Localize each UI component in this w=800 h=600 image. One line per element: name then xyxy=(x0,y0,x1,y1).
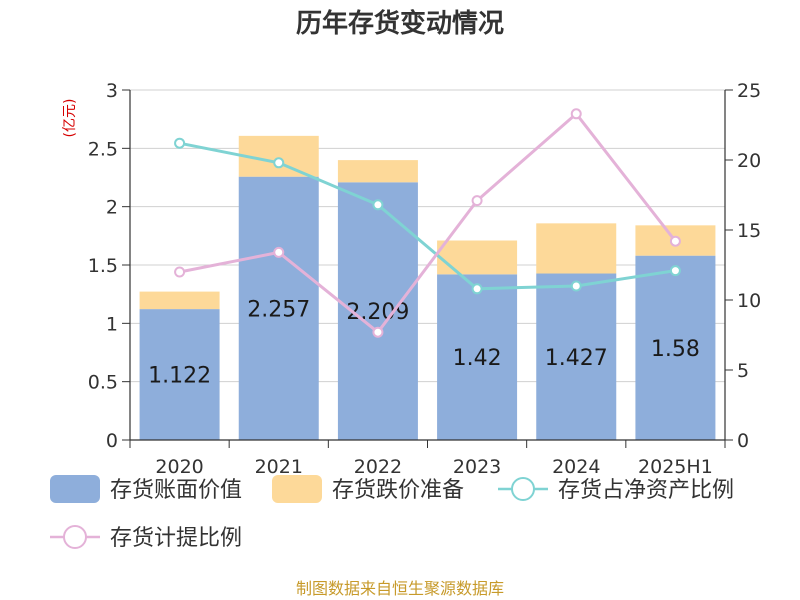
x-tick-label: 2022 xyxy=(354,456,402,478)
line-point xyxy=(570,108,582,120)
x-tick-label: 2020 xyxy=(155,456,203,478)
line-series xyxy=(174,108,681,338)
line-point xyxy=(372,199,384,211)
legend-marker xyxy=(511,477,535,501)
chart-title: 历年存货变动情况 xyxy=(296,8,504,39)
right-tick-label: 25 xyxy=(737,80,761,102)
line-point xyxy=(669,235,681,247)
bar-value-label: 1.42 xyxy=(453,346,502,371)
legend-swatch xyxy=(272,475,322,503)
line-point xyxy=(570,280,582,292)
left-tick-label: 2 xyxy=(106,197,118,219)
bar-impairment-provision xyxy=(337,160,418,183)
line-point xyxy=(471,195,483,207)
line-point xyxy=(273,157,285,169)
bar-value-label: 1.427 xyxy=(545,346,608,371)
bar-series xyxy=(139,135,716,441)
bar-impairment-provision xyxy=(139,291,220,310)
line-point xyxy=(174,266,186,278)
line-point xyxy=(669,265,681,277)
left-tick-label: 0.5 xyxy=(88,372,118,394)
bar-inventory-book-value xyxy=(536,273,617,440)
right-tick-label: 10 xyxy=(737,290,761,312)
right-tick-label: 5 xyxy=(737,360,749,382)
legend-swatch xyxy=(50,475,100,503)
left-tick-label: 1 xyxy=(106,313,118,335)
bar-value-label: 2.257 xyxy=(247,297,310,322)
x-tick-label: 2021 xyxy=(255,456,303,478)
x-tick-label: 2025H1 xyxy=(638,456,713,478)
line-provision-ratio xyxy=(179,111,677,335)
right-tick-label: 15 xyxy=(737,220,761,242)
axes: 0 0.5 1 1.5 2 2.5 3 0 5 10 15 20 25 2020 2021 2022 2023 2… xyxy=(88,80,761,478)
line-point xyxy=(471,283,483,295)
bar-inventory-book-value xyxy=(635,255,716,440)
legend-label: 存货计提比例 xyxy=(110,526,242,551)
bar-inventory-book-value xyxy=(238,176,319,440)
legend-label: 存货账面价值 xyxy=(110,478,242,503)
bar-value-label: 1.122 xyxy=(148,364,211,389)
left-tick-label: 0 xyxy=(106,430,118,452)
bar-inventory-book-value xyxy=(139,309,220,440)
line-point xyxy=(273,246,285,258)
left-axis-unit: (亿元) xyxy=(62,99,78,138)
bar-impairment-provision xyxy=(536,223,617,274)
right-tick-label: 20 xyxy=(737,150,761,172)
legend-label: 存货占净资产比例 xyxy=(558,478,734,503)
bar-value-label: 1.58 xyxy=(651,337,700,362)
data-source: 制图数据来自恒生聚源数据库 xyxy=(296,579,504,598)
line-point xyxy=(372,326,384,338)
bar-impairment-provision xyxy=(437,240,518,275)
left-tick-label: 2.5 xyxy=(88,138,118,160)
legend-marker xyxy=(63,525,87,549)
left-tick-label: 1.5 xyxy=(88,255,118,277)
bar-inventory-book-value xyxy=(437,274,518,440)
line-point xyxy=(174,137,186,149)
left-tick-label: 3 xyxy=(106,80,118,102)
x-tick-label: 2024 xyxy=(552,456,600,478)
right-tick-label: 0 xyxy=(737,430,749,452)
legend-label: 存货跌价准备 xyxy=(332,478,464,503)
x-tick-label: 2023 xyxy=(453,456,501,478)
line-inventory-to-net-assets xyxy=(179,141,676,291)
